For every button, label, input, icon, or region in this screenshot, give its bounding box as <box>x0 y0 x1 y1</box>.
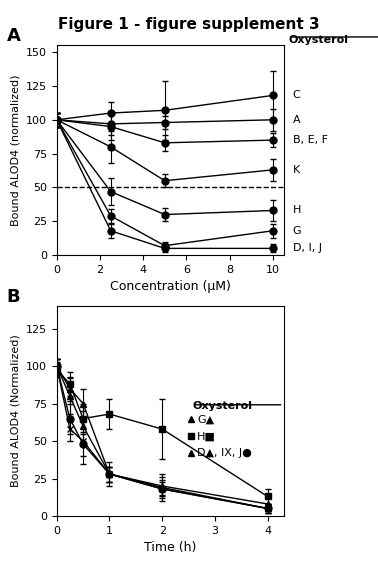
Text: D▲, IX, J●: D▲, IX, J● <box>197 448 252 458</box>
Text: Oxysterol: Oxysterol <box>288 35 348 45</box>
Text: G: G <box>293 226 301 236</box>
Text: K: K <box>293 165 300 175</box>
Text: Oxysterol: Oxysterol <box>193 400 253 411</box>
Text: C: C <box>293 91 301 100</box>
Text: D, I, J: D, I, J <box>293 243 322 253</box>
Text: B: B <box>7 288 20 306</box>
Y-axis label: Bound ALOD4 (Normalized): Bound ALOD4 (Normalized) <box>10 335 20 488</box>
Y-axis label: Bound ALOD4 (normalized): Bound ALOD4 (normalized) <box>10 74 20 226</box>
Text: G▲: G▲ <box>197 414 214 425</box>
Text: B, E, F: B, E, F <box>293 135 328 145</box>
Text: H: H <box>293 205 301 215</box>
X-axis label: Concentration (μM): Concentration (μM) <box>110 281 231 294</box>
Text: A: A <box>7 27 21 45</box>
Text: H■: H■ <box>197 431 216 441</box>
X-axis label: Time (h): Time (h) <box>144 541 196 555</box>
Text: Figure 1 - figure supplement 3: Figure 1 - figure supplement 3 <box>58 17 320 32</box>
Text: A: A <box>293 115 300 125</box>
